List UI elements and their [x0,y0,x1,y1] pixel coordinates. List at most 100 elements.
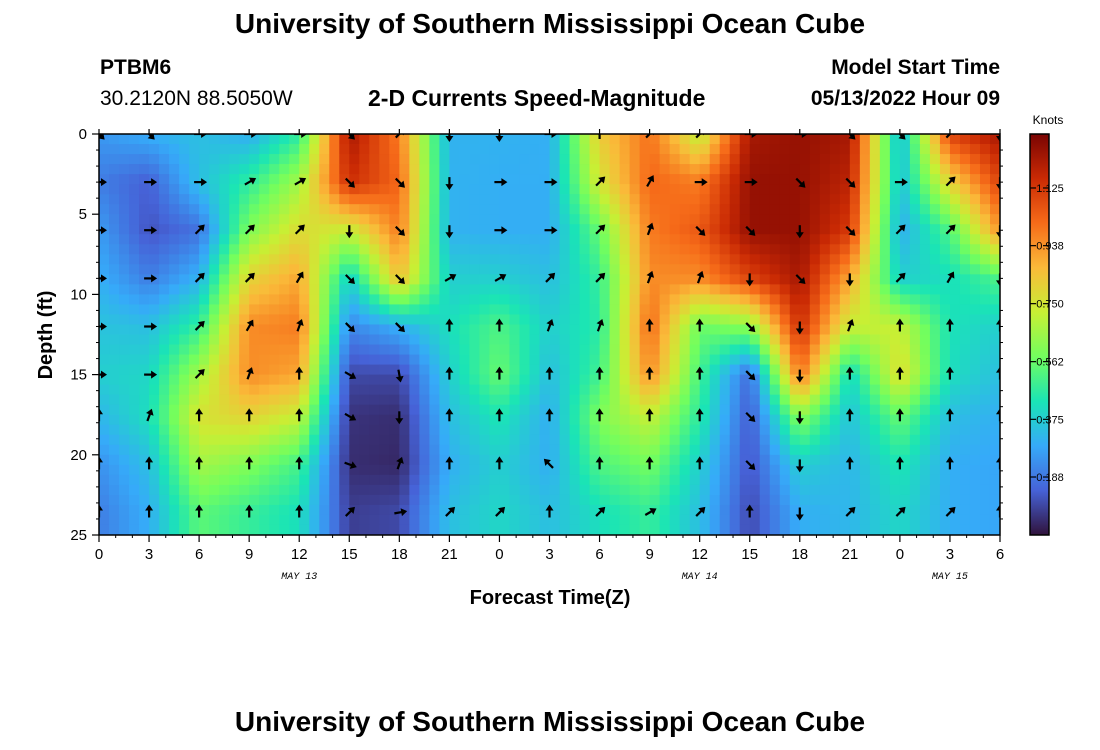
heatmap-cell [229,304,240,316]
heatmap-cell [119,414,130,426]
heatmap-cell [609,484,621,496]
heatmap-cell [379,314,390,326]
heatmap-cell [579,304,591,316]
heatmap-cell [739,484,751,496]
heatmap-cell [359,264,370,275]
heatmap-cell [809,384,821,396]
heatmap-cell [579,184,591,195]
heatmap-cell [709,504,721,516]
heatmap-cell [149,244,160,255]
heatmap-cell [269,344,280,356]
heatmap-cell [909,184,921,195]
heatmap-cell [759,354,771,366]
heatmap-cell [199,504,210,516]
heatmap-cell [159,484,170,496]
heatmap-cell [799,334,811,346]
heatmap-cell [579,484,591,496]
heatmap-cell [839,414,851,426]
heatmap-cell [109,444,120,456]
heatmap-cell [829,294,841,306]
heatmap-cell [729,334,741,346]
heatmap-cell [709,224,721,235]
heatmap-cell [129,504,140,516]
heatmap-cell [409,274,420,285]
heatmap-cell [469,164,481,175]
y-axis-label: Depth (ft) [35,291,57,380]
heatmap-cell [769,494,781,506]
heatmap-cell [389,294,400,306]
heatmap-cell [779,384,791,396]
heatmap-cell [749,354,761,366]
heatmap-cell [709,364,721,376]
heatmap-cell [949,364,961,376]
heatmap-cell [239,284,250,296]
heatmap-cell [989,374,1000,386]
heatmap-cell [429,494,440,506]
heatmap-cell [549,194,561,205]
heatmap-cell [479,514,491,526]
heatmap-cell [609,464,621,476]
heatmap-cell [589,284,601,296]
heatmap-cell [569,444,581,456]
heatmap-cell [229,334,240,346]
heatmap-cell [429,254,440,265]
heatmap-cell [589,324,601,336]
heatmap-cell [699,144,711,155]
heatmap-cell [479,194,491,205]
heatmap-cell [499,184,511,195]
heatmap-cell [609,264,621,275]
heatmap-cell [529,244,541,255]
x-tick-label: 6 [996,546,1004,563]
heatmap-cell [799,194,811,205]
heatmap-cell [869,484,881,496]
heatmap-cell [219,444,230,456]
heatmap-cell [299,134,310,145]
heatmap-cell [399,264,410,275]
heatmap-cell [329,314,340,326]
heatmap-cell [309,424,320,436]
heatmap-cell [219,304,230,316]
heatmap-cell [369,424,380,436]
heatmap-cell [249,154,260,165]
heatmap-cell [569,204,581,215]
heatmap-cell [259,144,270,155]
heatmap-cell [339,394,350,406]
heatmap-cell [689,204,701,215]
heatmap-cell [339,484,350,496]
heatmap-cell [209,194,220,205]
heatmap-cell [379,224,390,235]
heatmap-cell [729,374,741,386]
heatmap-cell [339,204,350,215]
heatmap-cell [739,274,751,285]
heatmap-cell [359,274,370,285]
heatmap-cell [719,454,731,466]
heatmap-cell [899,214,911,225]
heatmap-cell [459,214,471,225]
heatmap-cell [709,444,721,456]
x-tick-label: 0 [95,546,103,563]
heatmap-cell [499,494,511,506]
heatmap-cell [929,144,941,155]
heatmap-cell [559,244,571,255]
heatmap-cell [929,474,941,486]
heatmap-cell [179,324,190,336]
heatmap-cell [649,204,661,215]
heatmap-cell [969,264,981,275]
heatmap-cell [459,474,471,486]
heatmap-cell [919,144,931,155]
heatmap-cell [889,424,901,436]
heatmap-cell [809,214,821,225]
heatmap-cell [309,344,320,356]
heatmap-cell [619,384,631,396]
heatmap-cell [529,184,541,195]
heatmap-cell [219,194,230,205]
heatmap-cell [939,324,951,336]
heatmap-cell [659,514,671,526]
heatmap-cell [889,514,901,526]
heatmap-cell [99,204,110,215]
heatmap-cell [589,364,601,376]
heatmap-cell [699,304,711,316]
heatmap-cell [559,144,571,155]
heatmap-cell [639,254,651,265]
heatmap-cell [899,364,911,376]
